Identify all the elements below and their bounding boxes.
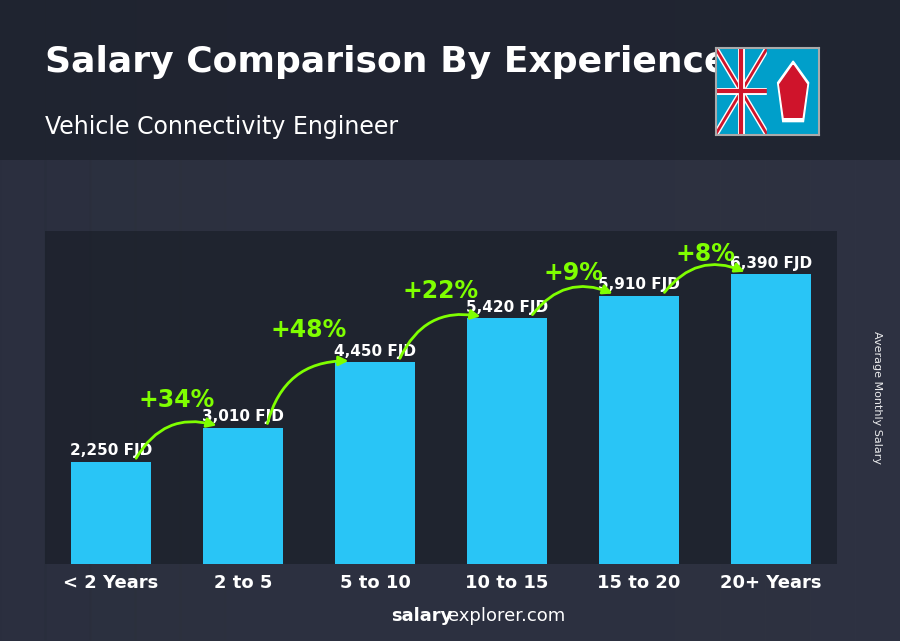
Bar xyxy=(765,0,810,641)
Polygon shape xyxy=(778,61,808,122)
Text: 6,390 FJD: 6,390 FJD xyxy=(730,256,812,271)
Text: 4,450 FJD: 4,450 FJD xyxy=(334,344,416,358)
Bar xyxy=(315,0,360,641)
Bar xyxy=(450,0,495,641)
Text: 5,910 FJD: 5,910 FJD xyxy=(598,278,680,292)
Bar xyxy=(0,0,45,641)
Bar xyxy=(405,0,450,641)
Bar xyxy=(585,0,630,641)
Text: Salary Comparison By Experience: Salary Comparison By Experience xyxy=(45,45,728,79)
Bar xyxy=(675,0,720,641)
Bar xyxy=(630,0,675,641)
Text: 5,420 FJD: 5,420 FJD xyxy=(466,299,548,315)
Text: 3,010 FJD: 3,010 FJD xyxy=(202,409,284,424)
Text: +8%: +8% xyxy=(675,242,735,266)
Polygon shape xyxy=(779,65,806,117)
Text: salary: salary xyxy=(392,607,453,625)
Bar xyxy=(225,0,270,641)
Text: +48%: +48% xyxy=(271,319,347,342)
Bar xyxy=(732,274,811,564)
Bar xyxy=(336,362,415,564)
Bar xyxy=(495,0,540,641)
Bar xyxy=(45,0,90,641)
Text: +34%: +34% xyxy=(139,388,215,412)
Bar xyxy=(71,462,150,564)
Bar xyxy=(203,428,283,564)
Bar xyxy=(767,48,819,135)
Text: Vehicle Connectivity Engineer: Vehicle Connectivity Engineer xyxy=(45,115,398,139)
Bar xyxy=(135,0,180,641)
Text: 2,250 FJD: 2,250 FJD xyxy=(70,444,152,458)
Bar xyxy=(810,0,855,641)
Text: Average Monthly Salary: Average Monthly Salary xyxy=(872,331,883,464)
Bar xyxy=(855,0,900,641)
Bar xyxy=(599,296,679,564)
Bar xyxy=(360,0,405,641)
Bar xyxy=(180,0,225,641)
Text: explorer.com: explorer.com xyxy=(448,607,565,625)
Bar xyxy=(270,0,315,641)
Bar xyxy=(540,0,585,641)
Text: +22%: +22% xyxy=(403,279,479,303)
Bar xyxy=(90,0,135,641)
Text: +9%: +9% xyxy=(543,262,603,285)
Bar xyxy=(720,0,765,641)
Bar xyxy=(467,318,546,564)
